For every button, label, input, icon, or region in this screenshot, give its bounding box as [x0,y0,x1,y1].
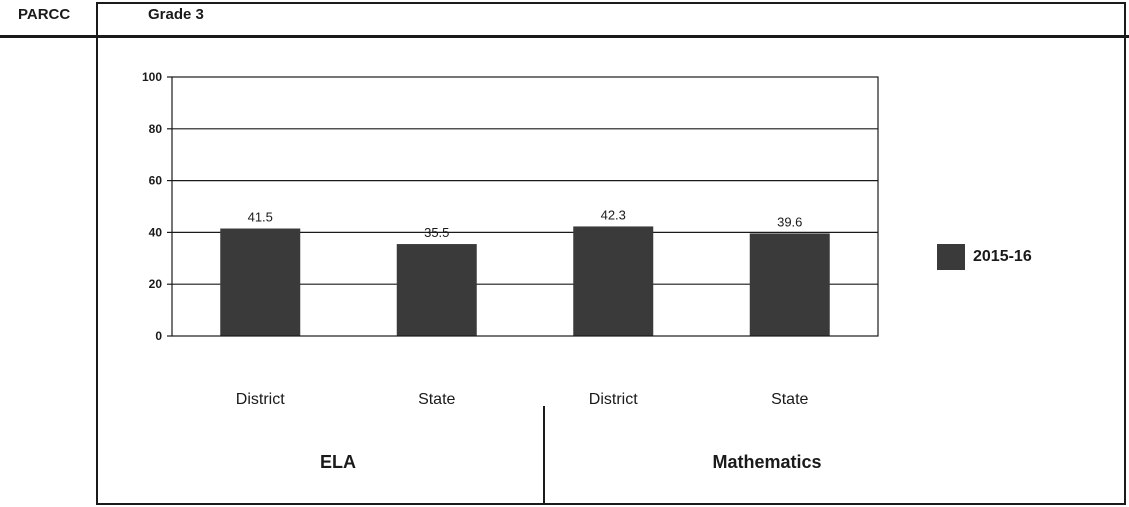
category-labels: District State District State [236,391,809,408]
group-label: Mathematics [712,452,821,472]
legend: 2015-16 [937,244,1032,270]
bar [220,228,301,336]
y-tick-label: 80 [149,122,163,136]
group-label: ELA [320,452,356,472]
bar-value-label: 35.5 [424,225,449,240]
y-tick-label: 60 [149,174,163,188]
grade-label: Grade 3 [148,6,204,23]
bars [220,226,830,336]
bar-value-label: 42.3 [601,207,626,222]
category-label: District [589,391,638,408]
category-label: State [771,391,808,408]
bar-value-label: 41.5 [248,210,273,225]
category-label: State [418,391,455,408]
legend-swatch [937,244,965,270]
bar [396,244,477,336]
bar-value-label: 39.6 [777,214,802,229]
y-axis-ticks: 0 20 40 60 80 100 [142,70,172,343]
data-labels: 41.5 35.5 42.3 39.6 [248,207,803,240]
y-tick-label: 20 [149,277,163,291]
y-tick-label: 40 [149,225,163,239]
header-rule [0,35,1129,38]
legend-label: 2015-16 [973,248,1032,265]
bar [749,233,830,336]
group-labels: ELA Mathematics [320,452,822,472]
y-tick-label: 100 [142,70,162,84]
y-tick-label: 0 [155,329,162,343]
bar [573,226,654,336]
test-label: PARCC [18,6,71,23]
category-label: District [236,391,285,408]
plot-border [171,76,879,337]
chart-frame [96,2,1126,505]
